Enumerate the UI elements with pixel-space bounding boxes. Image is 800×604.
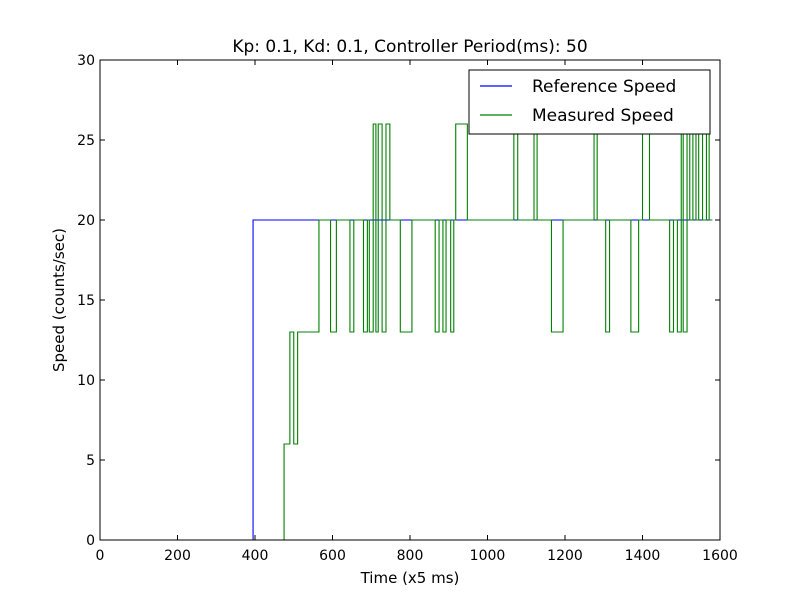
y-tick-label: 0 xyxy=(86,533,95,549)
x-tick-label: 1600 xyxy=(702,548,738,564)
series-line-measured-speed xyxy=(100,123,713,541)
x-tick-label: 1400 xyxy=(625,548,661,564)
x-tick-label: 400 xyxy=(242,548,269,564)
x-tick-label: 1000 xyxy=(470,548,506,564)
y-tick-label: 20 xyxy=(77,213,95,229)
x-tick-label: 800 xyxy=(397,548,424,564)
legend-label: Measured Speed xyxy=(532,106,674,126)
y-axis-label: Speed (counts/sec) xyxy=(50,228,68,372)
plot-frame xyxy=(99,59,721,541)
legend-box xyxy=(468,69,711,135)
y-tick-label: 15 xyxy=(77,293,95,309)
series-group xyxy=(100,123,713,541)
y-tick-label: 10 xyxy=(77,373,95,389)
legend-label: Reference Speed xyxy=(532,77,676,97)
legend: Reference Speed Measured Speed xyxy=(468,69,711,135)
axis-ticks: 0 200 400 600 800 1000 1200 1400 1600 0 5 10 15 20 25 3… xyxy=(77,53,738,564)
y-tick-label: 5 xyxy=(86,453,95,469)
chart-title: Kp: 0.1, Kd: 0.1, Controller Period(ms):… xyxy=(232,37,587,57)
x-tick-label: 0 xyxy=(96,548,105,564)
y-tick-label: 25 xyxy=(77,133,95,149)
x-tick-label: 600 xyxy=(319,548,346,564)
x-axis-label: Time (x5 ms) xyxy=(360,569,460,587)
series-line-reference-speed xyxy=(100,219,713,541)
x-tick-label: 1200 xyxy=(547,548,583,564)
y-tick-label: 30 xyxy=(77,53,95,69)
x-tick-label: 200 xyxy=(164,548,191,564)
